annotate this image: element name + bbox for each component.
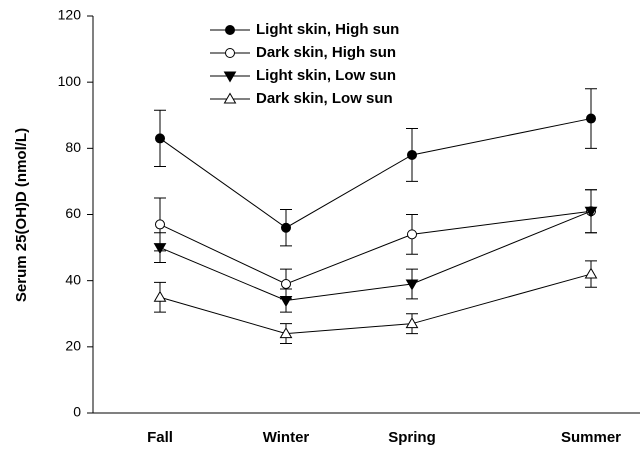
data-point: [153, 290, 167, 302]
data-point: [279, 296, 293, 308]
data-point: [155, 133, 165, 144]
y-tick-label: 80: [65, 139, 81, 155]
y-tick-label: 120: [58, 7, 82, 23]
legend-label: Light skin, High sun: [256, 21, 399, 38]
data-point: [155, 219, 165, 230]
data-point: [281, 278, 291, 289]
data-point: [584, 267, 598, 279]
legend-label: Light skin, Low sun: [256, 67, 396, 84]
series-line: [159, 118, 592, 229]
series-line: [159, 273, 592, 335]
data-point: [281, 222, 291, 233]
series-line: [159, 210, 592, 302]
legend-marker: [223, 71, 237, 83]
data-point: [279, 327, 293, 339]
data-point: [584, 206, 598, 218]
x-tick-label: Summer: [561, 429, 621, 446]
legend-marker: [223, 92, 237, 104]
x-tick-label: Fall: [147, 429, 173, 446]
legend-label: Dark skin, High sun: [256, 44, 396, 61]
y-tick-label: 40: [65, 271, 81, 287]
y-tick-label: 20: [65, 338, 81, 354]
data-point: [586, 113, 596, 124]
legend-marker: [225, 25, 235, 35]
data-point: [407, 229, 417, 240]
data-point: [405, 317, 419, 329]
x-tick-label: Winter: [263, 429, 310, 446]
y-axis-label: Serum 25(OH)D (nmol/L): [13, 128, 30, 302]
y-tick-label: 60: [65, 205, 81, 221]
y-tick-label: 0: [73, 404, 81, 420]
legend-label: Dark skin, Low sun: [256, 90, 393, 107]
series-line: [159, 210, 592, 285]
x-tick-label: Spring: [388, 429, 436, 446]
legend-marker: [225, 48, 235, 58]
data-point: [405, 279, 419, 291]
data-point: [153, 243, 167, 255]
data-point: [407, 149, 417, 160]
y-tick-label: 100: [58, 73, 82, 89]
